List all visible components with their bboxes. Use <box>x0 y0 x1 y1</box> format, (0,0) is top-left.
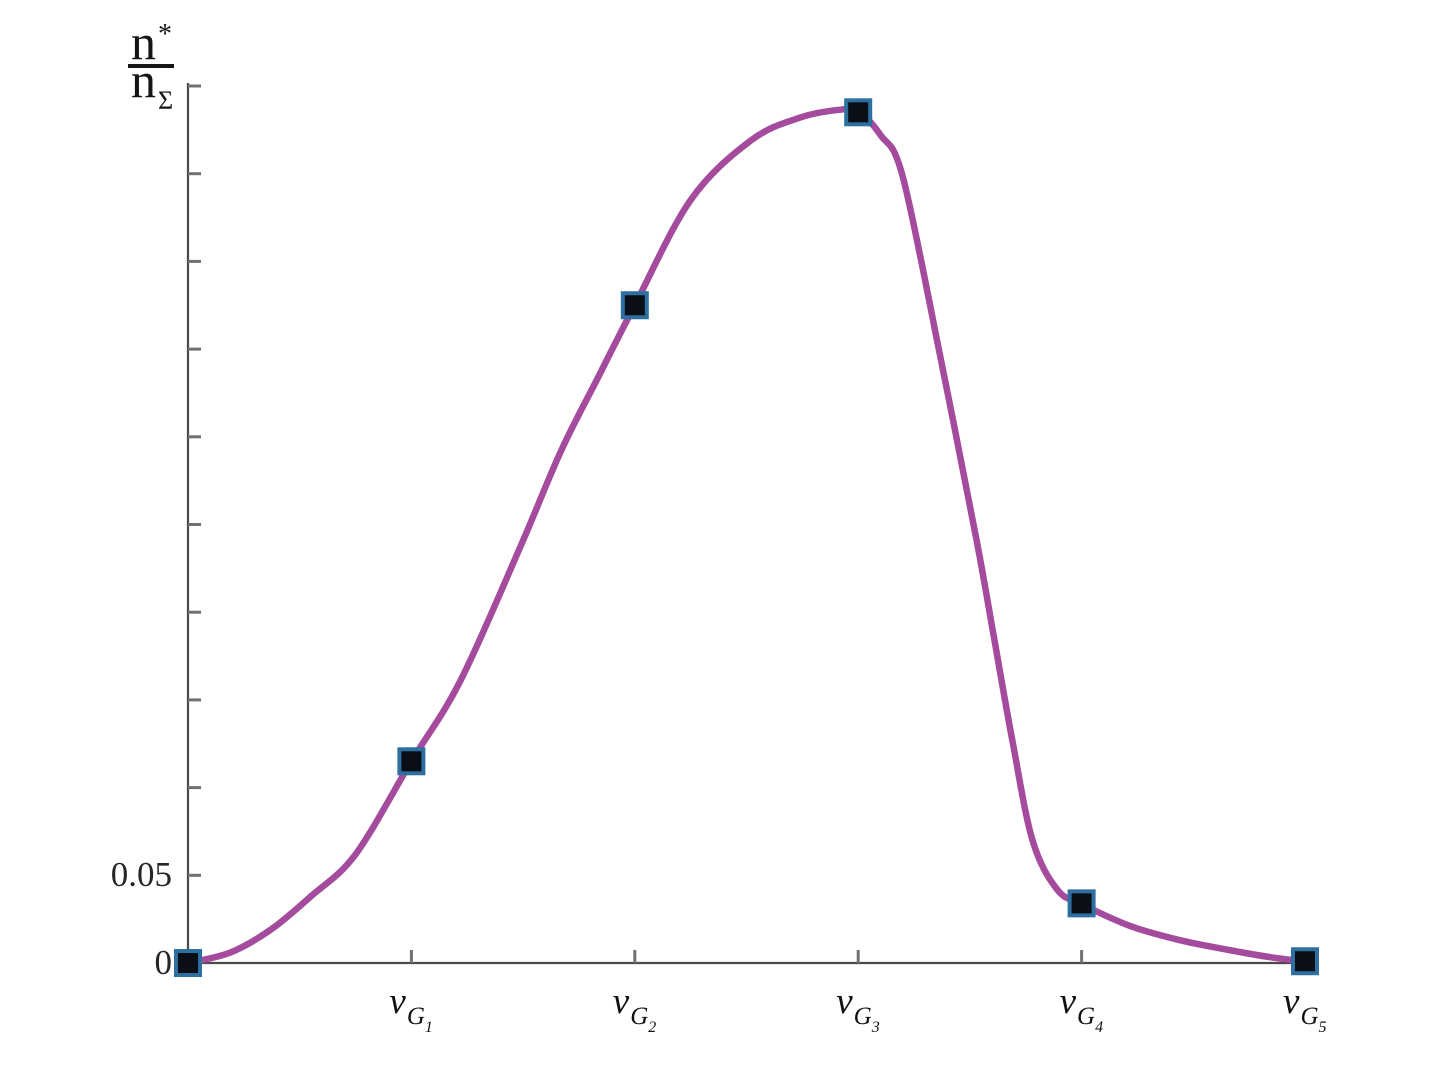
x-tick-label-index: 3 <box>871 1019 880 1036</box>
series-curve <box>184 105 1307 967</box>
x-tick-label-vG4: vG4 <box>1059 981 1104 1036</box>
x-tick-label-index: 1 <box>424 1019 433 1036</box>
asterisk-superscript: * <box>158 19 172 50</box>
x-tick-label-index: 2 <box>648 1019 657 1036</box>
x-tick-label-main: v <box>612 981 630 1022</box>
y-tick-label-0: 0 <box>154 943 173 982</box>
x-tick-label-index: 4 <box>1095 1019 1104 1036</box>
x-tick-label-main: v <box>836 981 853 1022</box>
data-point-marker-vG5 <box>1291 947 1319 976</box>
sigma-subscript: Σ <box>158 86 174 115</box>
data-point-marker-vG1 <box>397 747 426 776</box>
x-tick-label-vG2: vG2 <box>612 981 657 1036</box>
x-tick-label-index: 5 <box>1318 1019 1327 1036</box>
x-tick-label-main: v <box>1059 981 1077 1022</box>
y-axis-label-numerator-base: n <box>131 14 156 70</box>
x-tick-label-vG1: vG1 <box>389 981 433 1036</box>
x-tick-label-sub: G <box>1077 1003 1096 1030</box>
y-axis-label-numerator: n* <box>131 14 172 70</box>
data-point-marker-vG0 <box>174 949 202 977</box>
y-tick-label-0.05: 0.05 <box>110 855 172 895</box>
x-tick-label-sub: G <box>1300 1003 1319 1030</box>
x-tick-label-vG5: vG5 <box>1283 981 1327 1036</box>
x-tick-label-sub: G <box>630 1003 649 1030</box>
data-point-marker-vG2 <box>620 291 649 320</box>
x-tick-label-sub: G <box>406 1003 425 1030</box>
x-tick-label-sub: G <box>853 1003 872 1030</box>
y-axis-label: n* nΣ <box>128 0 238 130</box>
x-tick-label-main: v <box>1283 981 1300 1022</box>
data-point-marker-vG3 <box>844 98 873 127</box>
y-axis-label-denominator: nΣ <box>131 52 173 114</box>
x-tick-label-main: v <box>389 981 406 1022</box>
fraction-bar <box>128 64 174 68</box>
y-axis-label-denominator-base: n <box>131 52 156 108</box>
x-tick-label-vG3: vG3 <box>836 981 880 1036</box>
data-point-marker-vG4 <box>1067 889 1096 918</box>
